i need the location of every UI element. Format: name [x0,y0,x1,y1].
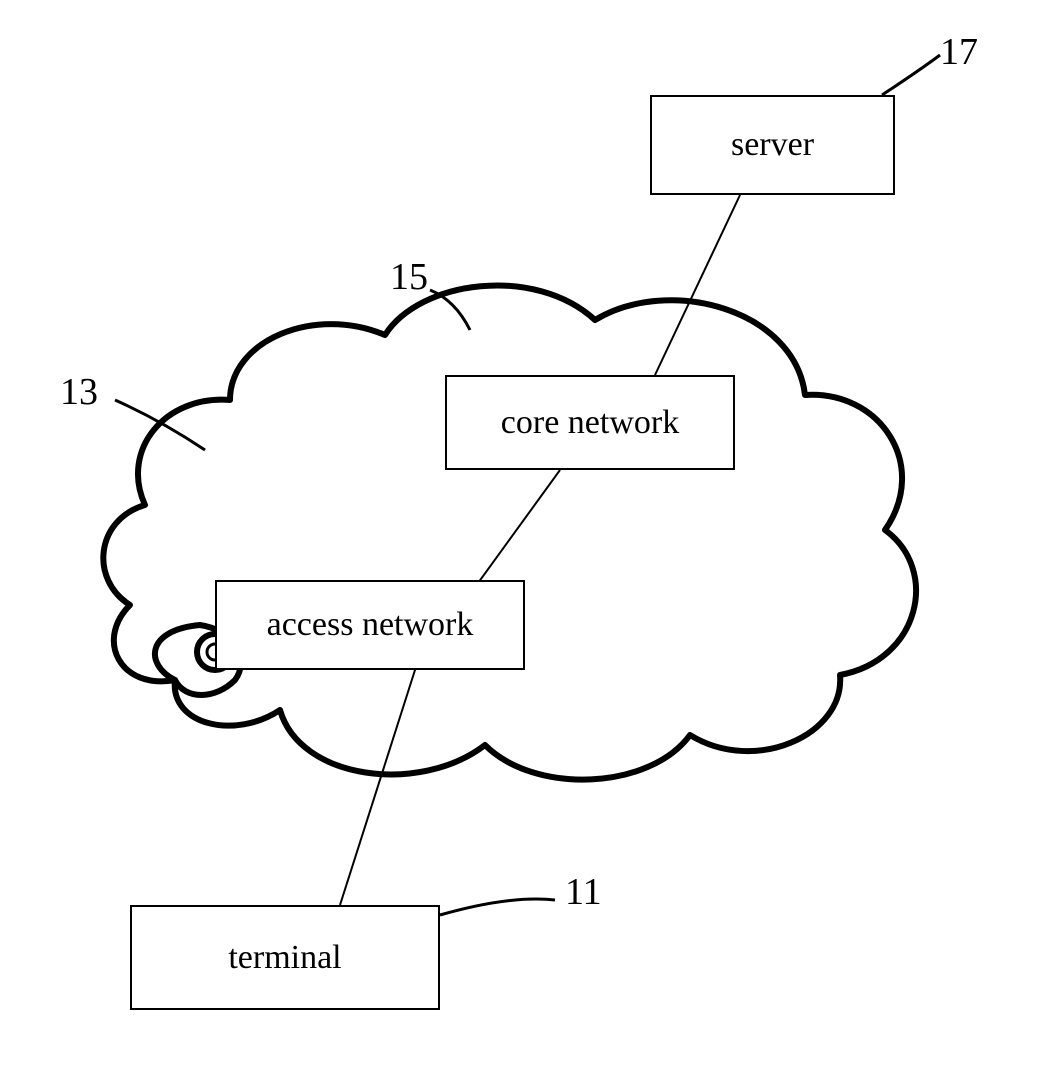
server-node: server [650,95,895,195]
core-network-label: core network [501,404,679,442]
access-network-ref: 13 [60,370,98,414]
core-network-node: core network [445,375,735,470]
server-label: server [731,126,814,164]
cloud-shape [103,285,916,779]
access-network-label: access network [267,606,474,644]
access-network-node: access network [215,580,525,670]
server-ref: 17 [940,30,978,74]
terminal-ref: 11 [565,870,602,914]
terminal-label: terminal [228,939,341,977]
terminal-node: terminal [130,905,440,1010]
core-network-ref: 15 [390,255,428,299]
